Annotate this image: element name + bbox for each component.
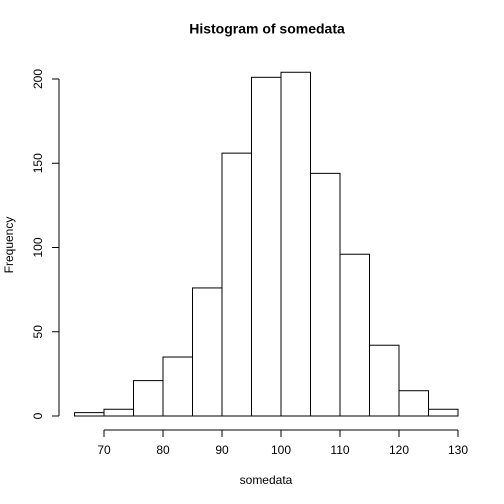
bar: [280, 71, 311, 417]
x-tick-label: 130: [448, 443, 468, 457]
bar: [398, 390, 429, 417]
y-axis-label: Frequency: [2, 217, 16, 274]
x-tick-label: 80: [156, 443, 170, 457]
x-axis-label: somedata: [240, 473, 293, 487]
bar: [192, 287, 223, 417]
y-tick-label: 150: [31, 153, 45, 173]
bar: [251, 76, 282, 417]
x-tick-label: 110: [330, 443, 349, 457]
y-tick-label: 50: [31, 325, 45, 339]
bar: [339, 253, 370, 417]
x-tick-label: 100: [271, 443, 291, 457]
x-tick-label: 120: [389, 443, 409, 457]
bar: [428, 408, 459, 417]
y-tick-label: 200: [31, 69, 45, 89]
bar: [74, 412, 105, 417]
bar: [133, 380, 164, 417]
bar: [369, 344, 400, 417]
chart-title: Histogram of somedata: [189, 21, 345, 37]
y-tick-label: 100: [31, 237, 45, 257]
bar: [103, 408, 134, 417]
bar: [221, 152, 252, 417]
bar: [162, 356, 193, 417]
x-tick-label: 90: [215, 443, 229, 457]
x-tick-label: 70: [97, 443, 111, 457]
y-tick-label: 0: [31, 412, 45, 419]
bar: [310, 172, 341, 417]
